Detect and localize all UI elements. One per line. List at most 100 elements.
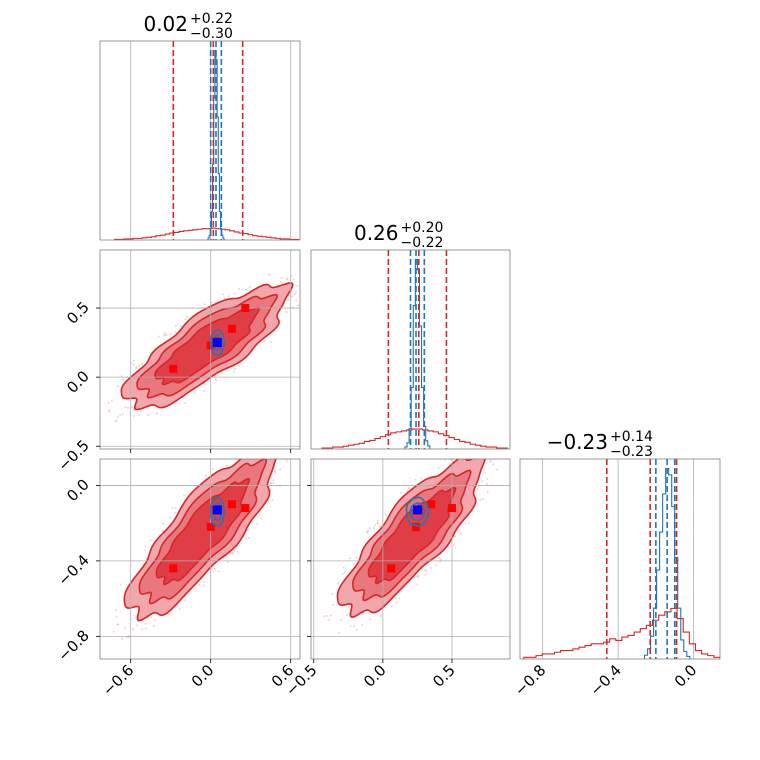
sample-point [452,460,455,463]
sample-point [486,491,489,493]
sample-point [131,406,133,409]
sample-point [221,371,224,374]
sample-point [417,574,419,577]
sample-point [353,625,355,628]
blue-marker [212,338,222,348]
sample-point [164,334,166,337]
panel-title: 0.02 [143,12,188,36]
sample-point [303,279,305,281]
sample-point [355,556,358,559]
sample-point [489,450,491,452]
sample-point [400,491,403,494]
x-tick-label: −0.4 [586,661,624,699]
sample-point [210,301,213,304]
sample-point [281,436,283,438]
sample-point [124,406,127,409]
sample-point [295,299,297,302]
x-tick-label: −0.8 [511,661,549,699]
red-histogram [114,227,300,240]
sample-point [270,476,273,479]
x-tick-label: 0.0 [671,661,701,691]
sample-point [346,614,348,616]
y-tick-label: −0.5 [54,436,92,474]
sample-point [478,447,480,449]
sample-point [395,596,397,599]
sample-point [496,468,498,471]
sample-point [279,431,281,433]
sample-point [288,294,291,297]
sample-point [484,472,486,475]
sample-point [464,453,466,455]
sample-point [356,629,358,631]
sample-point [290,453,292,455]
sample-point [285,278,288,281]
x-tick-label: 0.0 [188,661,218,691]
sample-point [342,566,345,569]
y-tick-label: −0.8 [54,626,92,664]
red-marker [228,324,236,333]
sample-point [167,613,170,616]
sample-point [205,474,207,477]
sample-point [254,450,256,452]
sample-point [274,472,277,474]
sample-point [453,544,455,546]
red-marker [241,504,250,513]
panel-frame [99,40,301,241]
sample-point [193,392,196,395]
sample-point [380,615,382,617]
sample-point [142,563,145,565]
red-marker [387,564,396,573]
title-subscript: −0.30 [190,26,233,42]
sample-point [225,464,227,467]
sample-point [215,379,218,382]
sample-point [119,414,121,416]
sample-point [163,334,166,336]
sample-point [477,488,479,491]
sample-point [122,413,124,416]
sample-point [376,522,379,524]
sample-point [153,624,156,627]
sample-point [280,277,283,279]
title-superscript: +0.14 [610,429,653,445]
sample-point [108,410,111,413]
sample-point [332,603,335,606]
x-tick-label: 0.5 [429,661,459,691]
sample-point [115,615,118,618]
sample-point [228,295,230,297]
sample-point [365,531,368,534]
sample-point [115,608,117,611]
sample-point [449,459,451,460]
sample-point [424,569,427,571]
sample-point [349,557,352,559]
sample-point [121,375,123,377]
sample-point [149,539,152,542]
sample-point [279,468,281,471]
sample-point [135,366,138,369]
sample-point [338,632,341,634]
sample-point [147,414,150,416]
sample-point [249,289,252,292]
sample-point [214,375,217,377]
sample-point [115,419,118,422]
red-marker [412,522,421,531]
title-subscript: −0.23 [610,444,653,460]
contour-panel-x-y: −0.5 0.0 0.5 [54,249,305,475]
red-contour-level [155,477,251,586]
sample-point [486,478,488,480]
sample-point [128,636,130,638]
sample-point [133,415,135,417]
x-tick-label: −0.6 [99,661,137,699]
sample-point [295,290,297,293]
sample-point [214,567,216,570]
sample-point [233,549,236,552]
sample-point [479,498,482,501]
sample-point [323,615,325,618]
sample-point [169,333,171,336]
sample-point [124,626,127,629]
sample-point [437,466,440,469]
sample-point [232,552,234,555]
sample-point [280,434,282,436]
sample-point [361,623,364,626]
sample-point [238,288,240,290]
sample-point [294,293,297,296]
